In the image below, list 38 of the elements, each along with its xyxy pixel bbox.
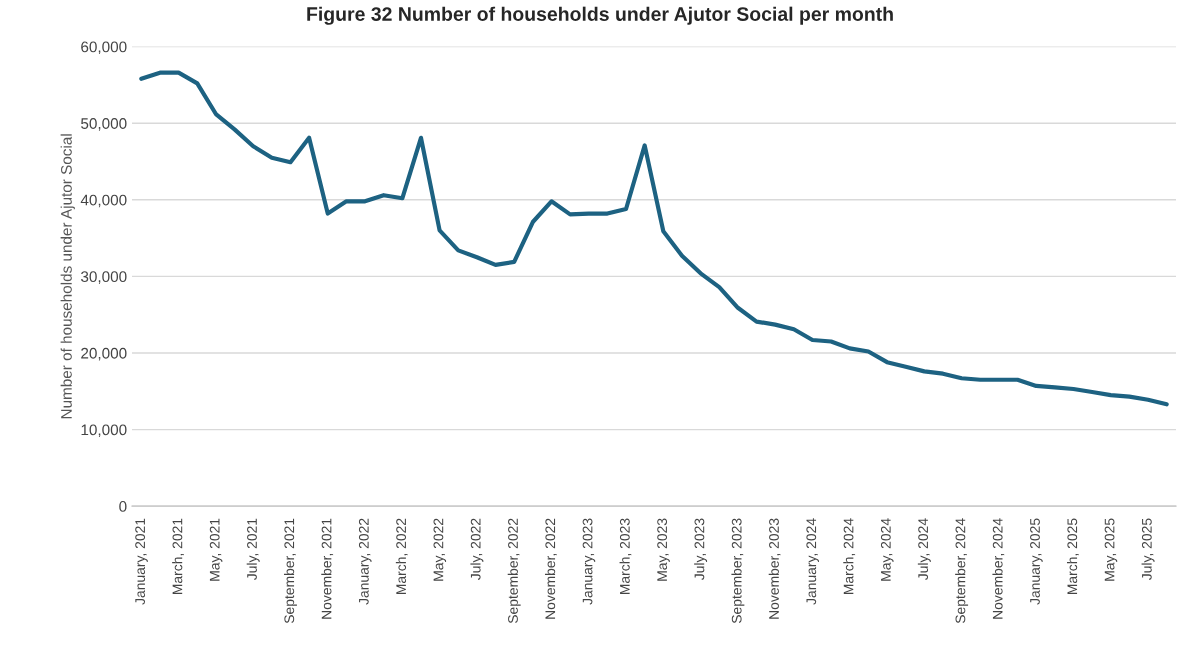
x-tick-label: March, 2024: [843, 518, 856, 595]
x-tick-label: January, 2022: [358, 518, 372, 605]
x-tick-label: September, 2021: [283, 518, 297, 624]
x-tick-label: May, 2022: [433, 518, 447, 581]
x-tick-label: January, 2023: [582, 518, 596, 605]
x-tick-label: July, 2025: [1141, 518, 1155, 581]
y-tick-label: 30,000: [81, 271, 127, 284]
x-tick-label: January, 2021: [135, 518, 148, 605]
y-tick-label: 10,000: [81, 424, 127, 438]
x-tick-label: September, 2024: [955, 518, 969, 624]
x-tick-label: January, 2024: [806, 518, 819, 605]
x-tick-label: November, 2023: [768, 518, 781, 619]
x-tick-label: May, 2021: [209, 518, 223, 581]
x-tick-label: July, 2022: [470, 518, 484, 581]
y-tick-label: 50,000: [81, 118, 127, 131]
y-tick-label: 40,000: [80, 194, 127, 208]
x-tick-label: March, 2021: [172, 518, 184, 595]
x-tick-label: May, 2023: [657, 518, 670, 581]
x-tick-label: July, 2024: [917, 518, 931, 581]
x-tick-label: November, 2021: [321, 518, 334, 619]
x-tick-label: November, 2022: [544, 518, 557, 619]
line-series: [139, 70, 1169, 407]
x-tick-label: March, 2023: [619, 518, 632, 595]
x-tick-label: July, 2021: [246, 518, 260, 581]
x-tick-label: September, 2022: [507, 518, 521, 624]
x-tick-label: March, 2025: [1066, 518, 1079, 595]
x-tick-label: March, 2022: [395, 518, 408, 595]
x-tick-label: September, 2023: [731, 518, 745, 624]
x-tick-label: May, 2024: [880, 518, 894, 581]
x-tick-label: July, 2023: [694, 518, 708, 581]
x-tick-label: November, 2024: [992, 518, 1005, 619]
y-tick-label: 20,000: [81, 347, 127, 361]
y-axis-title: Number of households under Ajutor Social: [60, 134, 75, 419]
y-tick-label: 60,000: [81, 41, 127, 55]
x-tick-label: January, 2025: [1030, 518, 1043, 605]
chart-title: Figure 32 Number of households under Ajutor Social per month: [307, 6, 893, 25]
x-tick-label: May, 2025: [1104, 518, 1118, 581]
y-tick-label: 0: [119, 501, 127, 512]
